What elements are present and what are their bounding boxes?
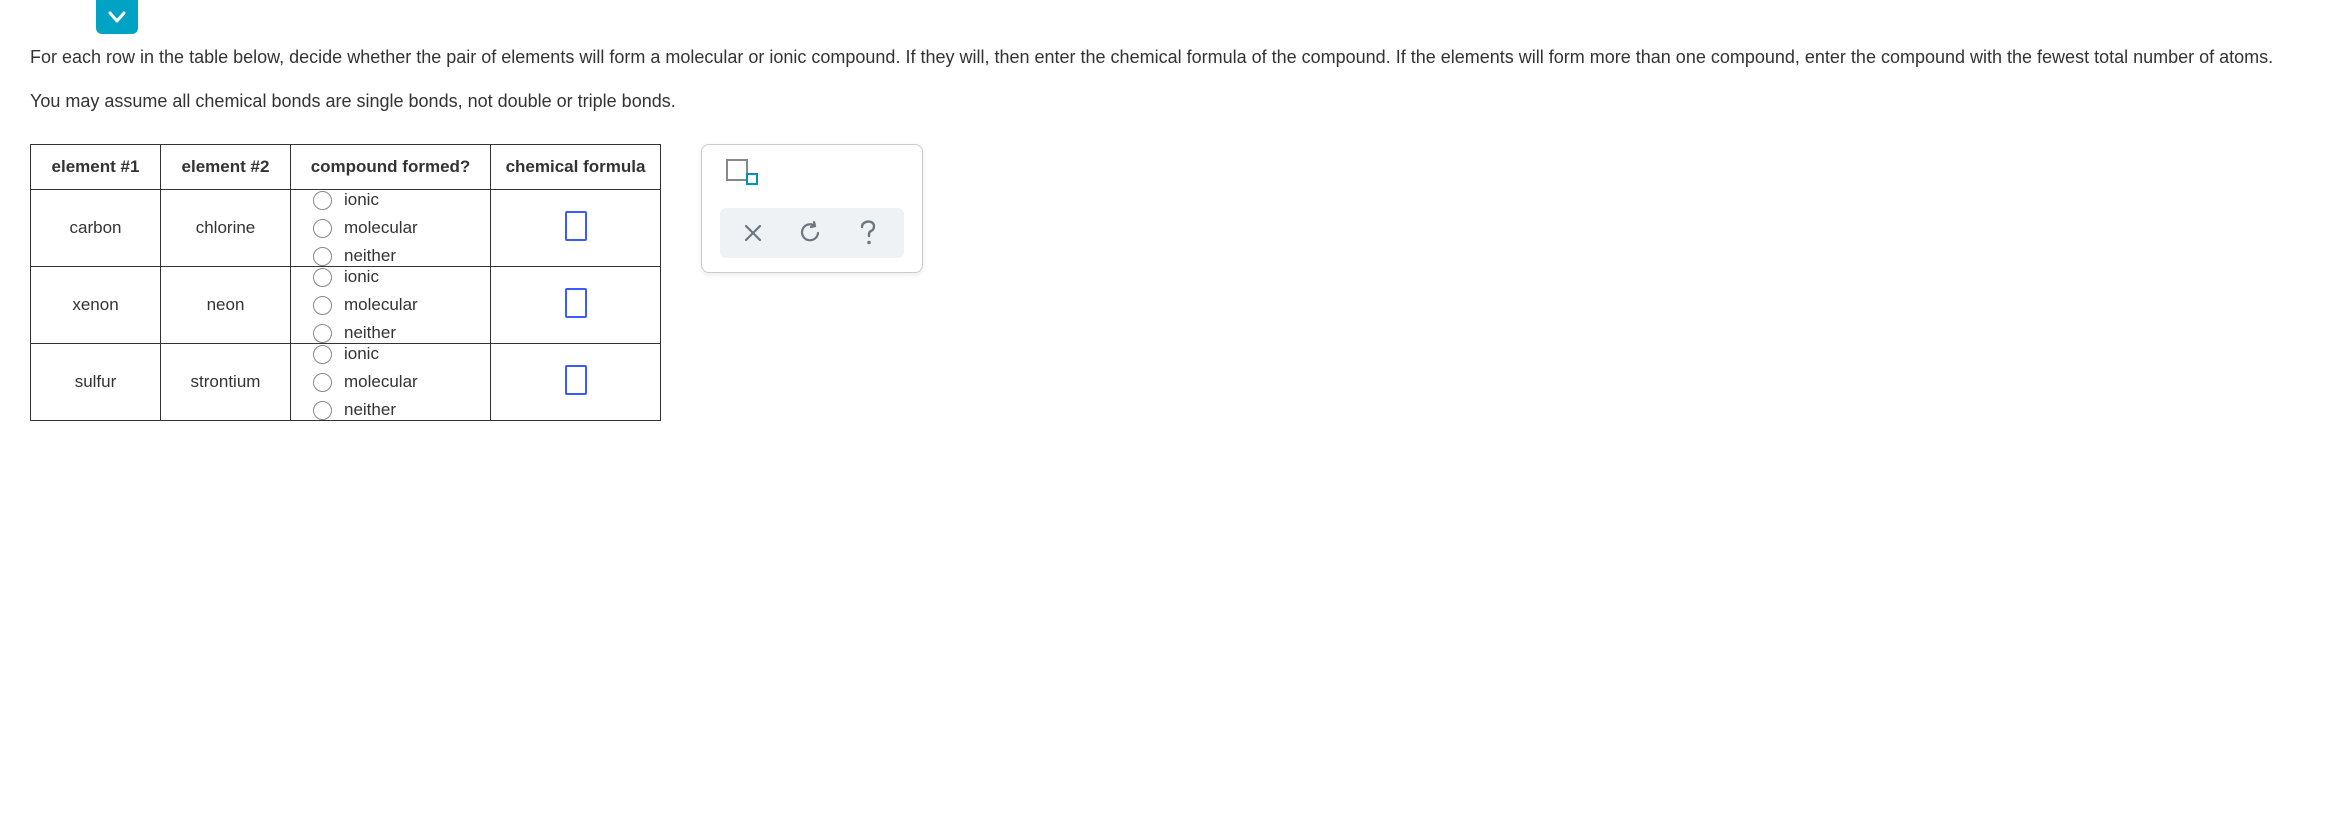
question-icon <box>856 218 882 248</box>
radio-molecular[interactable]: molecular <box>313 218 418 238</box>
subscript-icon <box>726 159 758 181</box>
answer-toolbox <box>701 144 923 273</box>
radio-label: ionic <box>344 344 379 364</box>
element2-cell: neon <box>161 267 291 344</box>
radio-neither[interactable]: neither <box>313 400 396 420</box>
chevron-down-icon <box>107 10 127 24</box>
radio-molecular[interactable]: molecular <box>313 295 418 315</box>
instructions-text-1: For each row in the table below, decide … <box>30 44 2308 70</box>
radio-label: molecular <box>344 295 418 315</box>
radio-circle-icon <box>313 247 332 266</box>
radio-label: ionic <box>344 267 379 287</box>
help-button[interactable] <box>856 218 882 248</box>
radio-ionic[interactable]: ionic <box>313 344 379 364</box>
close-icon <box>742 222 764 244</box>
radio-circle-icon <box>313 373 332 392</box>
table-row: carbonchlorine ionic molecular neither <box>31 190 661 267</box>
compound-table: element #1 element #2 compound formed? c… <box>30 144 661 421</box>
radio-circle-icon <box>313 191 332 210</box>
clear-button[interactable] <box>742 222 764 244</box>
chemical-formula-cell <box>491 190 661 267</box>
radio-molecular[interactable]: molecular <box>313 372 418 392</box>
expand-toggle-button[interactable] <box>96 0 138 34</box>
undo-icon <box>798 221 822 245</box>
formula-input[interactable] <box>565 365 587 395</box>
formula-input[interactable] <box>565 211 587 241</box>
radio-neither[interactable]: neither <box>313 246 396 266</box>
subscript-tool-button[interactable] <box>726 159 758 181</box>
radio-circle-icon <box>313 345 332 364</box>
radio-label: neither <box>344 323 396 343</box>
header-element1: element #1 <box>31 145 161 190</box>
header-chemical-formula: chemical formula <box>491 145 661 190</box>
chemical-formula-cell <box>491 267 661 344</box>
table-row: sulfurstrontium ionic molecular neither <box>31 344 661 421</box>
radio-circle-icon <box>313 268 332 287</box>
radio-ionic[interactable]: ionic <box>313 267 379 287</box>
element1-cell: carbon <box>31 190 161 267</box>
compound-type-cell: ionic molecular neither <box>291 267 491 344</box>
element2-cell: strontium <box>161 344 291 421</box>
formula-input[interactable] <box>565 288 587 318</box>
radio-label: ionic <box>344 190 379 210</box>
radio-label: neither <box>344 400 396 420</box>
radio-circle-icon <box>313 219 332 238</box>
table-row: xenonneon ionic molecular neither <box>31 267 661 344</box>
reset-button[interactable] <box>798 221 822 245</box>
instructions-text-2: You may assume all chemical bonds are si… <box>30 88 2308 114</box>
element2-cell: chlorine <box>161 190 291 267</box>
radio-label: molecular <box>344 218 418 238</box>
radio-circle-icon <box>313 296 332 315</box>
radio-label: molecular <box>344 372 418 392</box>
chemical-formula-cell <box>491 344 661 421</box>
radio-ionic[interactable]: ionic <box>313 190 379 210</box>
header-element2: element #2 <box>161 145 291 190</box>
element1-cell: sulfur <box>31 344 161 421</box>
compound-type-cell: ionic molecular neither <box>291 190 491 267</box>
element1-cell: xenon <box>31 267 161 344</box>
radio-circle-icon <box>313 401 332 420</box>
radio-neither[interactable]: neither <box>313 323 396 343</box>
radio-circle-icon <box>313 324 332 343</box>
compound-type-cell: ionic molecular neither <box>291 344 491 421</box>
radio-label: neither <box>344 246 396 266</box>
header-compound-type: compound formed? <box>291 145 491 190</box>
